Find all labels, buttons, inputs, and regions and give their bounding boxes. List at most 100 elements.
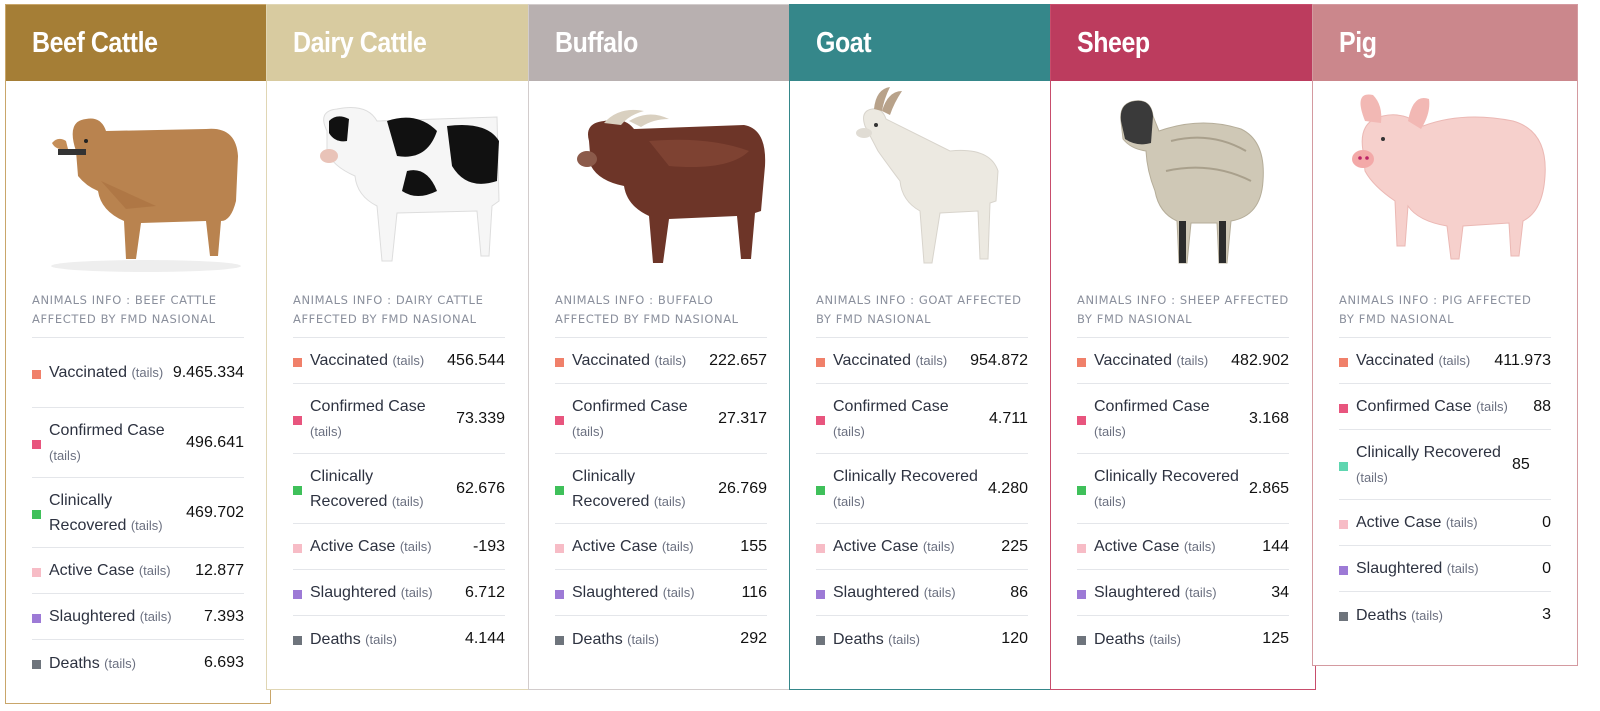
stat-unit: (tails) (1094, 493, 1126, 509)
legend-square-icon (1077, 589, 1086, 599)
stat-unit: (tails) (365, 631, 397, 647)
card-title-text: Pig (1339, 26, 1377, 59)
stat-row-vaccinated: Vaccinated (tails) 482.902 (1077, 338, 1289, 384)
card-title: Buffalo (529, 5, 793, 81)
stat-row-deaths: Deaths (tails) 4.144 (293, 616, 505, 662)
stat-unit: (tails) (392, 353, 425, 368)
card-title: Beef Cattle (6, 5, 270, 81)
legend-square-icon (555, 357, 564, 367)
stats-list: Vaccinated (tails) 222.657 Confirmed Case … (555, 338, 767, 662)
beef-cattle-image (6, 81, 270, 281)
stat-label: Clinically Recovered (tails) (310, 464, 450, 514)
stat-label: Clinically Recovered (tails) (572, 464, 712, 514)
stat-row-slaughtered: Slaughtered (tails) 6.712 (293, 570, 505, 616)
stat-label: Active Case (tails) (310, 534, 467, 559)
stat-unit: (tails) (49, 447, 81, 463)
stat-label-text: Confirmed Case (1356, 398, 1472, 415)
sheep-image (1051, 81, 1315, 281)
legend-square-icon (1077, 485, 1086, 495)
stat-label-text: Vaccinated (310, 352, 388, 369)
stat-unit: (tails) (1176, 353, 1209, 368)
legend-square-icon (32, 509, 41, 519)
legend-square-icon (555, 589, 564, 599)
stat-label: Slaughtered (tails) (833, 580, 1004, 605)
stat-unit: (tails) (130, 517, 163, 533)
stat-label: Active Case (tails) (49, 558, 189, 583)
legend-square-icon (816, 485, 825, 495)
stat-unit: (tails) (138, 563, 171, 578)
stat-label-text: Confirmed Case (49, 421, 165, 439)
stat-row-clinically-recovered: Clinically Recovered (tails) 2.865 (1077, 454, 1289, 524)
card-title: Goat (790, 5, 1054, 81)
stat-value: 27.317 (718, 409, 767, 427)
stat-label: Slaughtered (tails) (310, 580, 459, 605)
stat-label-text: Slaughtered (572, 584, 659, 601)
legend-square-icon (816, 636, 825, 645)
stat-label-text: Deaths (833, 630, 884, 648)
stat-label: Slaughtered (tails) (1356, 556, 1536, 581)
stat-row-clinically-recovered: Clinically Recovered (tails) 62.676 (293, 454, 505, 524)
stat-unit: (tails) (833, 493, 865, 509)
card-pig: Pig ANIMALS INFO : PIG AFFECTED BY FMD NA… (1312, 4, 1578, 666)
stats-list: Vaccinated (tails) 411.973 Confirmed Case … (1339, 338, 1551, 638)
stat-label-text: Confirmed Case (833, 397, 949, 415)
stat-label: Confirmed Case (tails) (49, 418, 180, 468)
stat-unit: (tails) (400, 585, 433, 600)
legend-square-icon (32, 660, 41, 669)
legend-square-icon (32, 369, 41, 379)
card-title: Pig (1313, 5, 1577, 81)
stat-label-text: Vaccinated (833, 352, 911, 369)
stat-label-text: Active Case (1356, 514, 1442, 531)
stat-unit: (tails) (922, 539, 955, 554)
animals-info-caption: ANIMALS INFO : DAIRY CATTLE AFFECTED BY … (293, 291, 505, 338)
stat-row-active-case: Active Case (tails) 0 (1339, 500, 1551, 546)
stat-label: Slaughtered (tails) (49, 604, 198, 629)
legend-square-icon (555, 636, 564, 645)
stat-row-deaths: Deaths (tails) 120 (816, 616, 1028, 662)
stat-row-deaths: Deaths (tails) 292 (555, 616, 767, 662)
stat-value: 2.865 (1248, 479, 1289, 497)
stat-unit: (tails) (572, 423, 604, 439)
card-sheep: Sheep ANIMALS INFO : SHEEP AFFECTED BY FM… (1050, 4, 1316, 690)
stat-value: 88 (1533, 397, 1551, 415)
stat-value: 225 (1001, 537, 1028, 555)
dairy-cattle-image (267, 81, 531, 281)
legend-square-icon (293, 415, 302, 425)
stat-value: 456.544 (447, 351, 505, 369)
stat-unit: (tails) (391, 493, 424, 509)
stat-value: 7.393 (203, 607, 244, 625)
card-title-text: Sheep (1077, 26, 1150, 59)
pig-image (1313, 81, 1577, 281)
legend-square-icon (555, 415, 564, 425)
stat-value: 12.877 (195, 561, 244, 579)
stat-value: 86 (1010, 583, 1028, 601)
legend-square-icon (1339, 461, 1348, 471)
stat-value: 292 (740, 630, 767, 647)
stat-row-confirmed-case: Confirmed Case (tails) 88 (1339, 384, 1551, 430)
stat-label-text: Active Case (310, 538, 396, 555)
stat-unit: (tails) (1476, 399, 1508, 414)
card-buffalo: Buffalo ANIMALS INFO : BUFFALO AFFECTED B… (528, 4, 794, 690)
stat-label-text: Active Case (572, 538, 658, 555)
stat-value: 482.902 (1231, 351, 1289, 369)
stat-label-text: Deaths (310, 630, 361, 648)
stat-value: 6.712 (464, 583, 505, 601)
stat-label-text: Slaughtered (833, 584, 920, 601)
card-title-text: Dairy Cattle (293, 26, 427, 59)
stat-label: Deaths (tails) (49, 651, 198, 676)
stat-label-text: Vaccinated (49, 364, 127, 381)
stat-unit: (tails) (1445, 515, 1478, 530)
card-goat: Goat ANIMALS INFO : GOAT AFFECTED BY FMD … (789, 4, 1055, 690)
stat-label: Vaccinated (tails) (1356, 348, 1488, 373)
stat-label-text: Slaughtered (49, 608, 136, 625)
stat-row-deaths: Deaths (tails) 6.693 (32, 640, 244, 686)
stat-label: Confirmed Case (tails) (833, 394, 983, 444)
stat-value: 155 (740, 537, 767, 555)
card-title: Sheep (1051, 5, 1315, 81)
stat-unit: (tails) (653, 493, 686, 509)
legend-square-icon (293, 485, 302, 495)
stat-label-text: Vaccinated (572, 352, 650, 369)
stat-value: 411.973 (1494, 351, 1551, 369)
legend-square-icon (293, 357, 302, 367)
stat-unit: (tails) (1356, 469, 1388, 485)
